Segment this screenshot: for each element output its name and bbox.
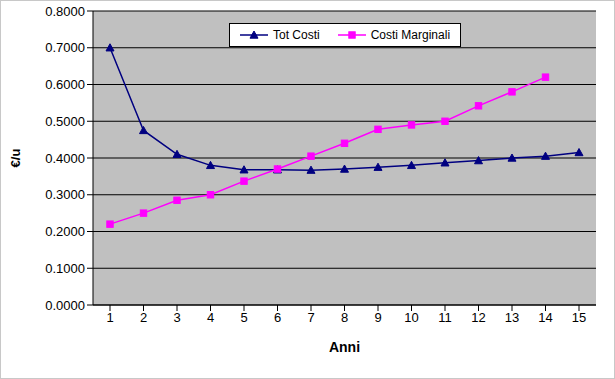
svg-text:0.2000: 0.2000 [45, 224, 85, 239]
svg-text:13: 13 [505, 310, 519, 325]
svg-text:10: 10 [404, 310, 418, 325]
svg-text:14: 14 [538, 310, 552, 325]
svg-text:6: 6 [274, 310, 281, 325]
svg-text:0.5000: 0.5000 [45, 114, 85, 129]
svg-text:0.8000: 0.8000 [45, 4, 85, 19]
svg-text:1: 1 [106, 310, 113, 325]
svg-text:11: 11 [438, 310, 452, 325]
html-text:Costi Marginali: Costi Marginali [370, 28, 450, 42]
svg-text:15: 15 [572, 310, 586, 325]
svg-text:3: 3 [173, 310, 180, 325]
svg-text:0.7000: 0.7000 [45, 40, 85, 55]
svg-text:Anni: Anni [329, 339, 360, 355]
svg-text:0.4000: 0.4000 [45, 151, 85, 166]
svg-text:7: 7 [307, 310, 314, 325]
svg-text:2: 2 [140, 310, 147, 325]
svg-text:0.3000: 0.3000 [45, 187, 85, 202]
svg-text:5: 5 [240, 310, 247, 325]
svg-text:9: 9 [374, 310, 381, 325]
svg-text:€/u: €/u [8, 149, 23, 168]
html-text:Tot Costi: Tot Costi [273, 28, 320, 42]
svg-text:0.0000: 0.0000 [45, 298, 85, 313]
svg-text:12: 12 [471, 310, 485, 325]
svg-text:8: 8 [341, 310, 348, 325]
svg-text:0.1000: 0.1000 [45, 261, 85, 276]
svg-text:4: 4 [207, 310, 214, 325]
svg-text:0.6000: 0.6000 [45, 77, 85, 92]
